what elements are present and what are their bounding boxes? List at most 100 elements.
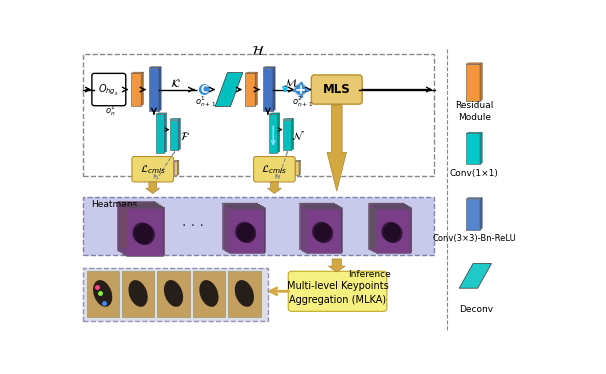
Polygon shape bbox=[368, 203, 404, 204]
Text: C: C bbox=[201, 85, 208, 95]
Bar bbox=[156, 114, 164, 153]
Polygon shape bbox=[245, 72, 258, 73]
Polygon shape bbox=[229, 208, 265, 209]
Polygon shape bbox=[173, 160, 179, 161]
FancyBboxPatch shape bbox=[311, 75, 362, 104]
Ellipse shape bbox=[384, 223, 402, 243]
Polygon shape bbox=[402, 203, 404, 249]
Polygon shape bbox=[258, 204, 260, 250]
Ellipse shape bbox=[130, 221, 151, 243]
Ellipse shape bbox=[230, 218, 248, 239]
Polygon shape bbox=[273, 67, 275, 111]
Polygon shape bbox=[178, 160, 179, 175]
Polygon shape bbox=[339, 206, 341, 252]
Polygon shape bbox=[163, 207, 165, 256]
Bar bbox=[121, 205, 158, 252]
Text: Conv(1×1): Conv(1×1) bbox=[450, 169, 499, 178]
Text: $o^1_{n+1}$: $o^1_{n+1}$ bbox=[195, 94, 216, 109]
Ellipse shape bbox=[128, 220, 149, 242]
Bar bbox=[374, 207, 408, 252]
Bar bbox=[122, 206, 159, 254]
Text: Multi-level Keypoints
Aggregation (MLKA): Multi-level Keypoints Aggregation (MLKA) bbox=[287, 281, 388, 305]
Polygon shape bbox=[215, 73, 243, 107]
Text: Heatmaps: Heatmaps bbox=[91, 200, 137, 209]
Polygon shape bbox=[222, 203, 258, 204]
Polygon shape bbox=[263, 67, 275, 68]
Polygon shape bbox=[302, 205, 339, 206]
Polygon shape bbox=[370, 204, 406, 205]
Ellipse shape bbox=[379, 221, 399, 241]
Ellipse shape bbox=[199, 280, 219, 307]
Polygon shape bbox=[299, 160, 301, 175]
Polygon shape bbox=[121, 204, 159, 205]
Bar bbox=[116, 202, 153, 250]
Bar bbox=[149, 68, 159, 111]
Ellipse shape bbox=[378, 220, 397, 240]
Ellipse shape bbox=[308, 220, 327, 240]
Polygon shape bbox=[299, 203, 335, 204]
Polygon shape bbox=[149, 67, 161, 68]
Bar bbox=[229, 209, 264, 253]
Polygon shape bbox=[224, 204, 260, 205]
Polygon shape bbox=[156, 113, 167, 114]
Polygon shape bbox=[158, 204, 159, 252]
Ellipse shape bbox=[312, 222, 331, 242]
Polygon shape bbox=[262, 206, 264, 252]
Bar bbox=[269, 114, 278, 153]
Ellipse shape bbox=[127, 219, 147, 240]
Ellipse shape bbox=[310, 221, 330, 241]
Text: $\mathcal{H}$: $\mathcal{H}$ bbox=[251, 44, 265, 58]
Bar bbox=[126, 208, 163, 256]
Polygon shape bbox=[155, 203, 157, 251]
Polygon shape bbox=[269, 113, 280, 114]
Polygon shape bbox=[466, 63, 482, 64]
Polygon shape bbox=[301, 204, 337, 205]
Polygon shape bbox=[161, 206, 163, 255]
Polygon shape bbox=[178, 118, 181, 150]
Bar bbox=[193, 271, 225, 318]
Ellipse shape bbox=[128, 280, 148, 307]
Bar bbox=[224, 205, 258, 250]
Bar bbox=[466, 199, 480, 230]
Ellipse shape bbox=[233, 221, 252, 241]
Polygon shape bbox=[164, 113, 167, 153]
Bar bbox=[301, 205, 335, 250]
Bar bbox=[372, 206, 407, 251]
Polygon shape bbox=[304, 206, 341, 207]
Ellipse shape bbox=[235, 222, 255, 242]
Polygon shape bbox=[405, 204, 406, 250]
Polygon shape bbox=[131, 72, 144, 73]
Polygon shape bbox=[410, 208, 412, 253]
Polygon shape bbox=[408, 206, 410, 252]
Bar bbox=[307, 209, 341, 253]
Polygon shape bbox=[124, 206, 163, 207]
Text: · · ·: · · · bbox=[182, 219, 204, 233]
Ellipse shape bbox=[93, 280, 112, 307]
Polygon shape bbox=[170, 118, 181, 120]
Text: $\mathcal{K}$: $\mathcal{K}$ bbox=[170, 77, 181, 89]
FancyBboxPatch shape bbox=[132, 157, 173, 182]
Bar bbox=[131, 73, 141, 106]
Polygon shape bbox=[480, 197, 482, 230]
Polygon shape bbox=[376, 208, 412, 209]
Bar bbox=[228, 271, 261, 318]
Polygon shape bbox=[335, 204, 337, 250]
Ellipse shape bbox=[307, 218, 325, 239]
Polygon shape bbox=[264, 208, 265, 253]
Polygon shape bbox=[225, 205, 262, 206]
Text: $o^2_{n+1}$: $o^2_{n+1}$ bbox=[291, 94, 313, 109]
Polygon shape bbox=[153, 202, 155, 250]
Polygon shape bbox=[141, 72, 144, 106]
Text: $\mathcal{L}_{cmls}$: $\mathcal{L}_{cmls}$ bbox=[140, 163, 165, 176]
Ellipse shape bbox=[235, 280, 254, 307]
Polygon shape bbox=[267, 182, 281, 193]
FancyBboxPatch shape bbox=[92, 73, 126, 106]
Bar bbox=[368, 204, 402, 249]
Bar bbox=[466, 134, 480, 164]
Text: Conv(3×3)-Bn-ReLU: Conv(3×3)-Bn-ReLU bbox=[432, 234, 516, 243]
Polygon shape bbox=[291, 118, 294, 150]
Ellipse shape bbox=[381, 222, 401, 242]
Text: $o^1_n$: $o^1_n$ bbox=[105, 103, 116, 118]
Ellipse shape bbox=[376, 218, 395, 239]
Ellipse shape bbox=[135, 224, 155, 245]
